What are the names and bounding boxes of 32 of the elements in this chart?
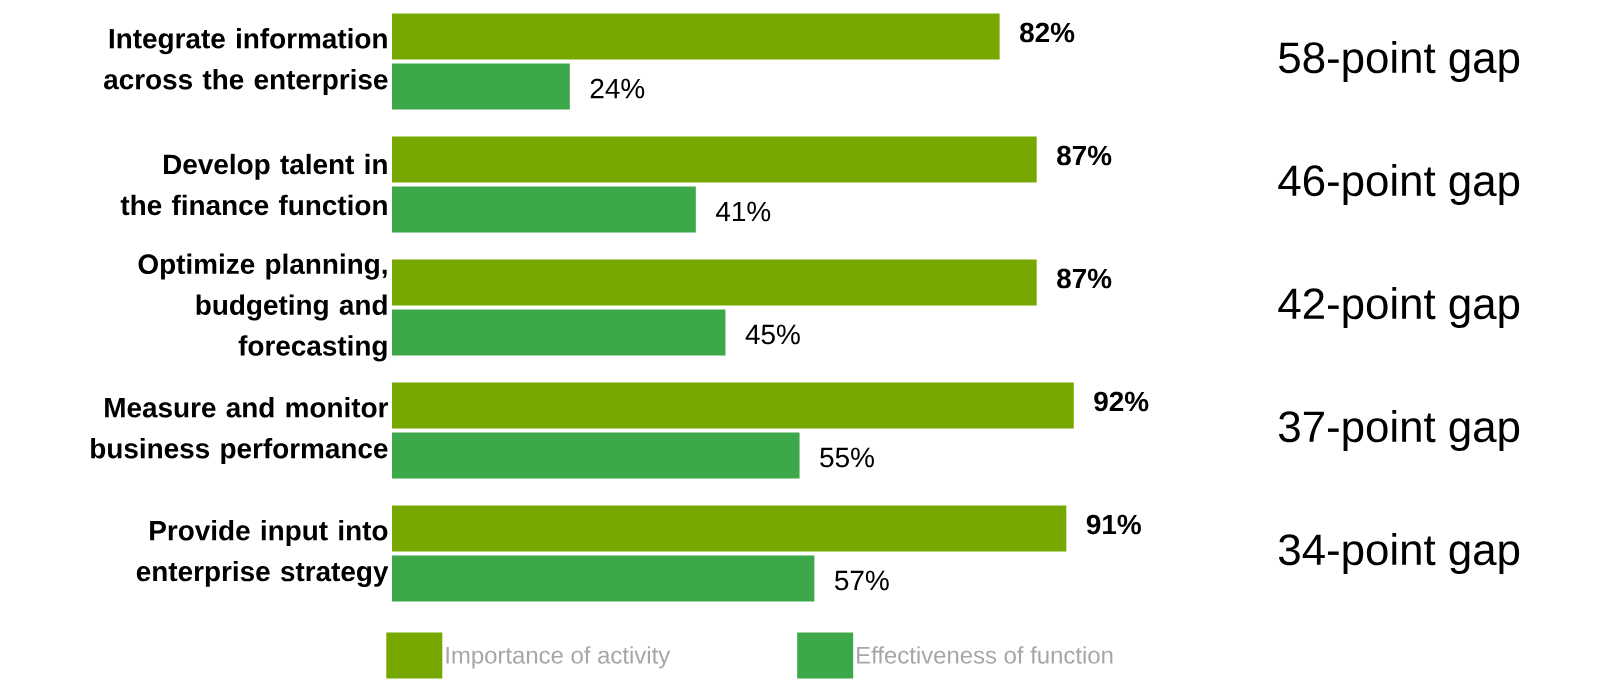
bar: [392, 309, 726, 356]
bar: [392, 382, 1074, 429]
bar: [392, 432, 800, 479]
bar: [392, 505, 1067, 552]
text: 37-point gap: [1278, 410, 1520, 451]
legend-label: Importance of activity: [446, 646, 671, 669]
y-tick-label: Optimize planning, budgeting and forecasting: [138, 253, 387, 362]
y-tick-label: Develop talent in the finance function: [120, 153, 387, 216]
data-label: 24%: [590, 78, 645, 99]
legend-label: Effectiveness of function: [857, 646, 1113, 664]
y-tick-label: Integrate information across the enterprise: [104, 28, 388, 95]
bar: [392, 63, 570, 110]
bar: [392, 555, 815, 602]
data-label: 87%: [1057, 145, 1112, 166]
data-label: 82%: [1020, 22, 1075, 43]
text: 58-point gap: [1279, 41, 1520, 82]
y-tick-label: Measure and monitor business performance: [91, 397, 389, 464]
data-label: 55%: [820, 447, 874, 468]
data-label: 91%: [1086, 514, 1141, 535]
bar: [392, 259, 1037, 306]
data-label: 41%: [715, 201, 771, 222]
text: 42-point gap: [1278, 287, 1520, 328]
y-tick-label: Provide input into enterprise strategy: [136, 520, 389, 587]
text: 46-point gap: [1278, 164, 1520, 205]
data-label: 87%: [1057, 268, 1112, 289]
data-label: 92%: [1094, 391, 1149, 412]
bar: [392, 186, 696, 233]
data-label: 45%: [745, 324, 800, 345]
data-label: 57%: [835, 570, 889, 591]
text: 34-point gap: [1278, 533, 1520, 574]
bar: [392, 136, 1037, 183]
bar: [392, 13, 1000, 60]
